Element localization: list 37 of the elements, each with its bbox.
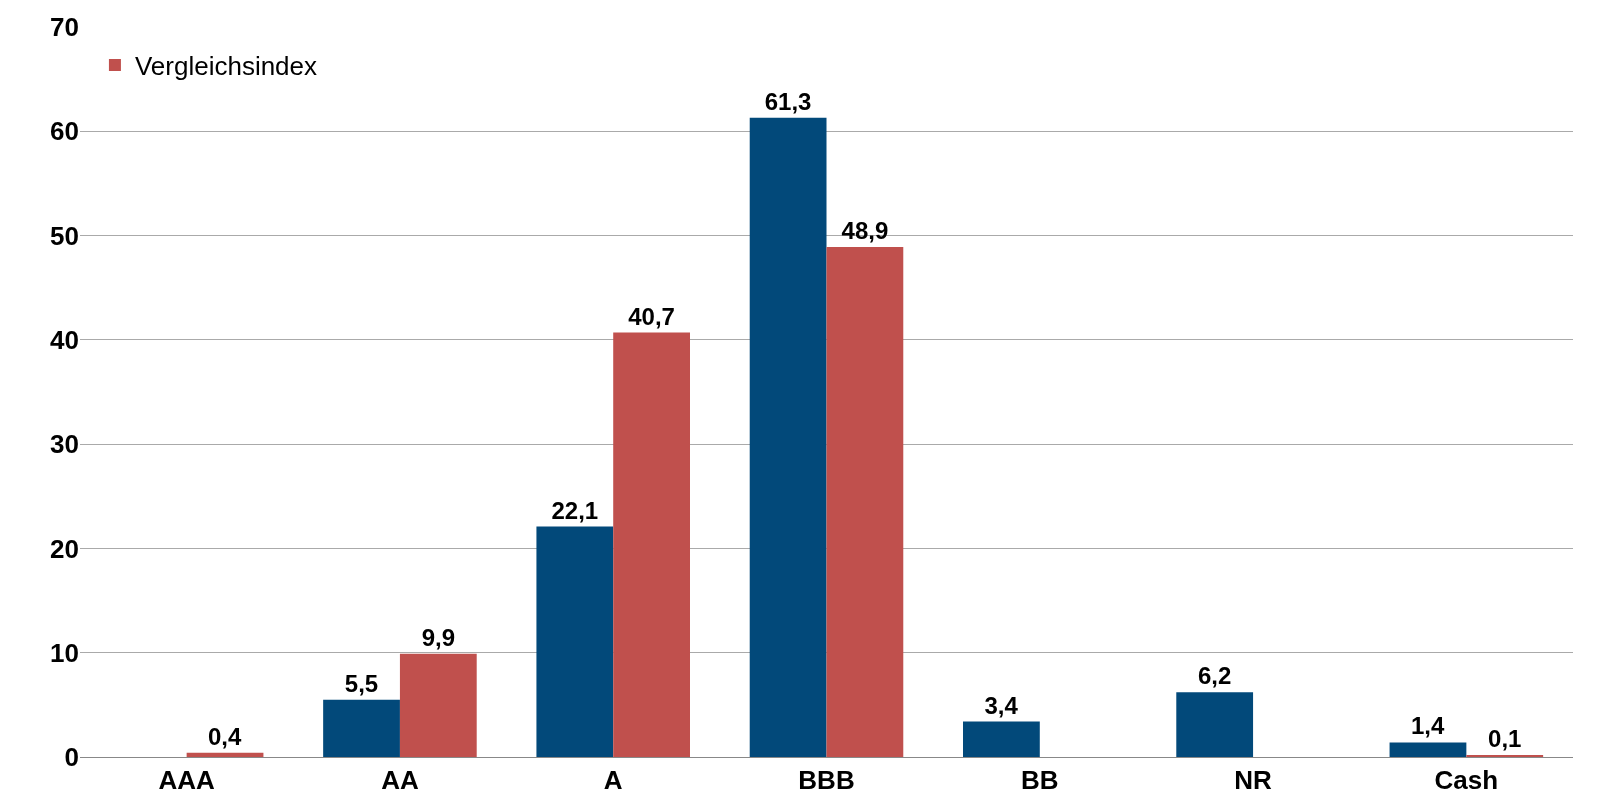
bar [323, 699, 400, 757]
data-label: 0,4 [208, 722, 243, 750]
x-tick-label: BB [1021, 765, 1059, 796]
data-label: 9,9 [421, 623, 456, 651]
bar [826, 247, 904, 757]
x-tick-label: NR [1234, 765, 1273, 796]
bar [186, 752, 264, 757]
y-tick-label: 40 [50, 324, 79, 355]
bar [536, 526, 614, 757]
data-label: 6,2 [1197, 662, 1232, 690]
bar [613, 332, 690, 757]
y-tick-label: 50 [50, 220, 79, 251]
y-tick-label: 20 [50, 533, 79, 564]
y-tick-label: 30 [50, 429, 79, 460]
data-label: 3,4 [984, 691, 1019, 719]
data-label: 61,3 [764, 87, 812, 115]
bar [749, 117, 827, 757]
bar [399, 653, 477, 757]
x-tick-label: BBB [798, 765, 855, 796]
data-label: 1,4 [1410, 712, 1445, 740]
x-tick-label: AA [381, 765, 419, 796]
bar [1389, 742, 1467, 757]
x-tick-label: AAA [158, 765, 216, 796]
y-tick-label: 60 [50, 116, 79, 147]
x-tick-label: Cash [1434, 765, 1499, 796]
data-label: 5,5 [344, 669, 379, 697]
y-tick-label: 70 [50, 12, 79, 43]
data-label: 40,7 [628, 302, 675, 330]
bar [1176, 692, 1254, 757]
y-tick-label: 0 [64, 742, 79, 773]
x-tick-label: A [603, 765, 623, 796]
data-label: 22,1 [551, 496, 599, 524]
legend-label: Vergleichsindex [134, 51, 318, 82]
data-label: 48,9 [841, 217, 889, 245]
bar [963, 721, 1040, 757]
y-tick-label: 10 [50, 637, 79, 668]
data-label: 0,1 [1488, 725, 1522, 752]
